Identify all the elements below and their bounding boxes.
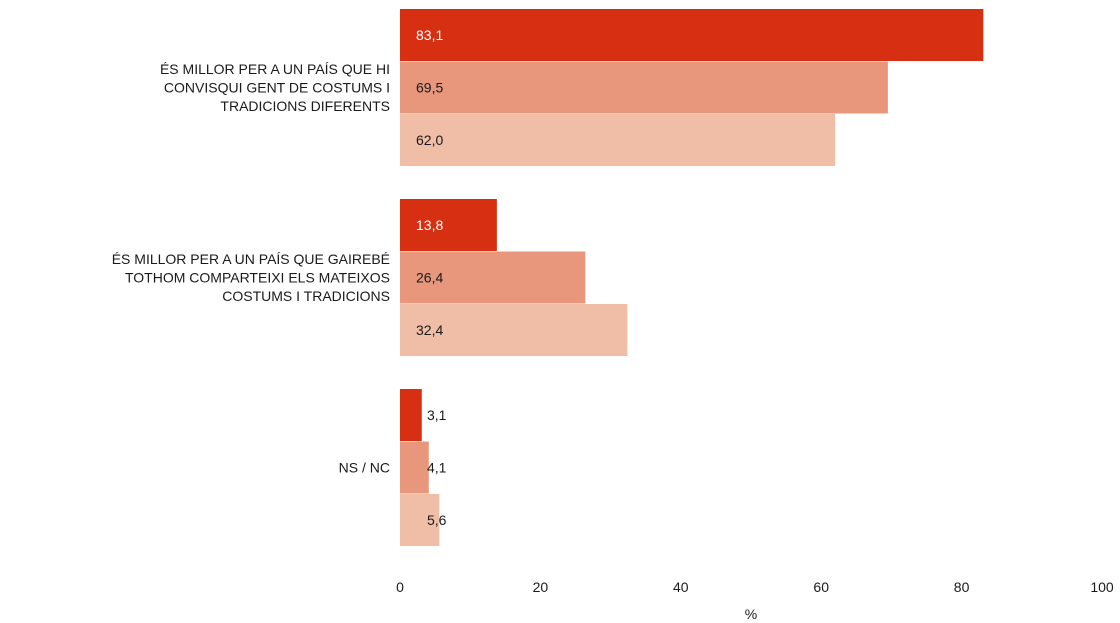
data-label: 5,6 — [427, 512, 447, 528]
bar — [400, 114, 836, 166]
bar — [400, 494, 440, 546]
category-label: TRADICIONS DIFERENTS — [220, 98, 390, 114]
data-label: 26,4 — [416, 270, 443, 286]
data-label: 13,8 — [416, 217, 443, 233]
x-tick-label: 100 — [1090, 579, 1114, 595]
category-label: COSTUMS I TRADICIONS — [222, 288, 390, 304]
x-tick-label: 60 — [813, 579, 829, 595]
bar — [400, 304, 628, 356]
bars — [400, 9, 984, 546]
bar — [400, 389, 422, 441]
bar — [400, 9, 984, 61]
category-labels: ÉS MILLOR PER A UN PAÍS QUE HI CONVISQUI … — [112, 61, 390, 476]
x-tick-label: 40 — [673, 579, 689, 595]
category-label: ÉS MILLOR PER A UN PAÍS QUE HI — [160, 61, 390, 77]
bar — [400, 199, 497, 251]
category-label: TOTHOM COMPARTEIXI ELS MATEIXOS — [125, 270, 390, 286]
data-label: 69,5 — [416, 80, 443, 96]
data-label: 83,1 — [416, 27, 443, 43]
data-label: 3,1 — [427, 407, 447, 423]
data-labels: 83,1 69,5 62,0 13,8 26,4 32,4 3,1 4,1 5,6 — [416, 27, 447, 528]
data-label: 4,1 — [427, 460, 447, 476]
x-tick-label: 0 — [396, 579, 404, 595]
data-label: 32,4 — [416, 322, 443, 338]
x-axis-title: % — [745, 606, 757, 622]
x-tick-label: 80 — [954, 579, 970, 595]
x-axis-ticks: 0 20 40 60 80 100 — [396, 579, 1114, 595]
bar — [400, 441, 429, 494]
category-label: CONVISQUI GENT DE COSTUMS I — [164, 80, 390, 96]
x-tick-label: 20 — [533, 579, 549, 595]
category-label: ÉS MILLOR PER A UN PAÍS QUE GAIREBÉ — [112, 251, 390, 267]
data-label: 62,0 — [416, 132, 443, 148]
bar — [400, 61, 888, 114]
category-label: NS / NC — [339, 460, 390, 476]
bar — [400, 251, 586, 304]
